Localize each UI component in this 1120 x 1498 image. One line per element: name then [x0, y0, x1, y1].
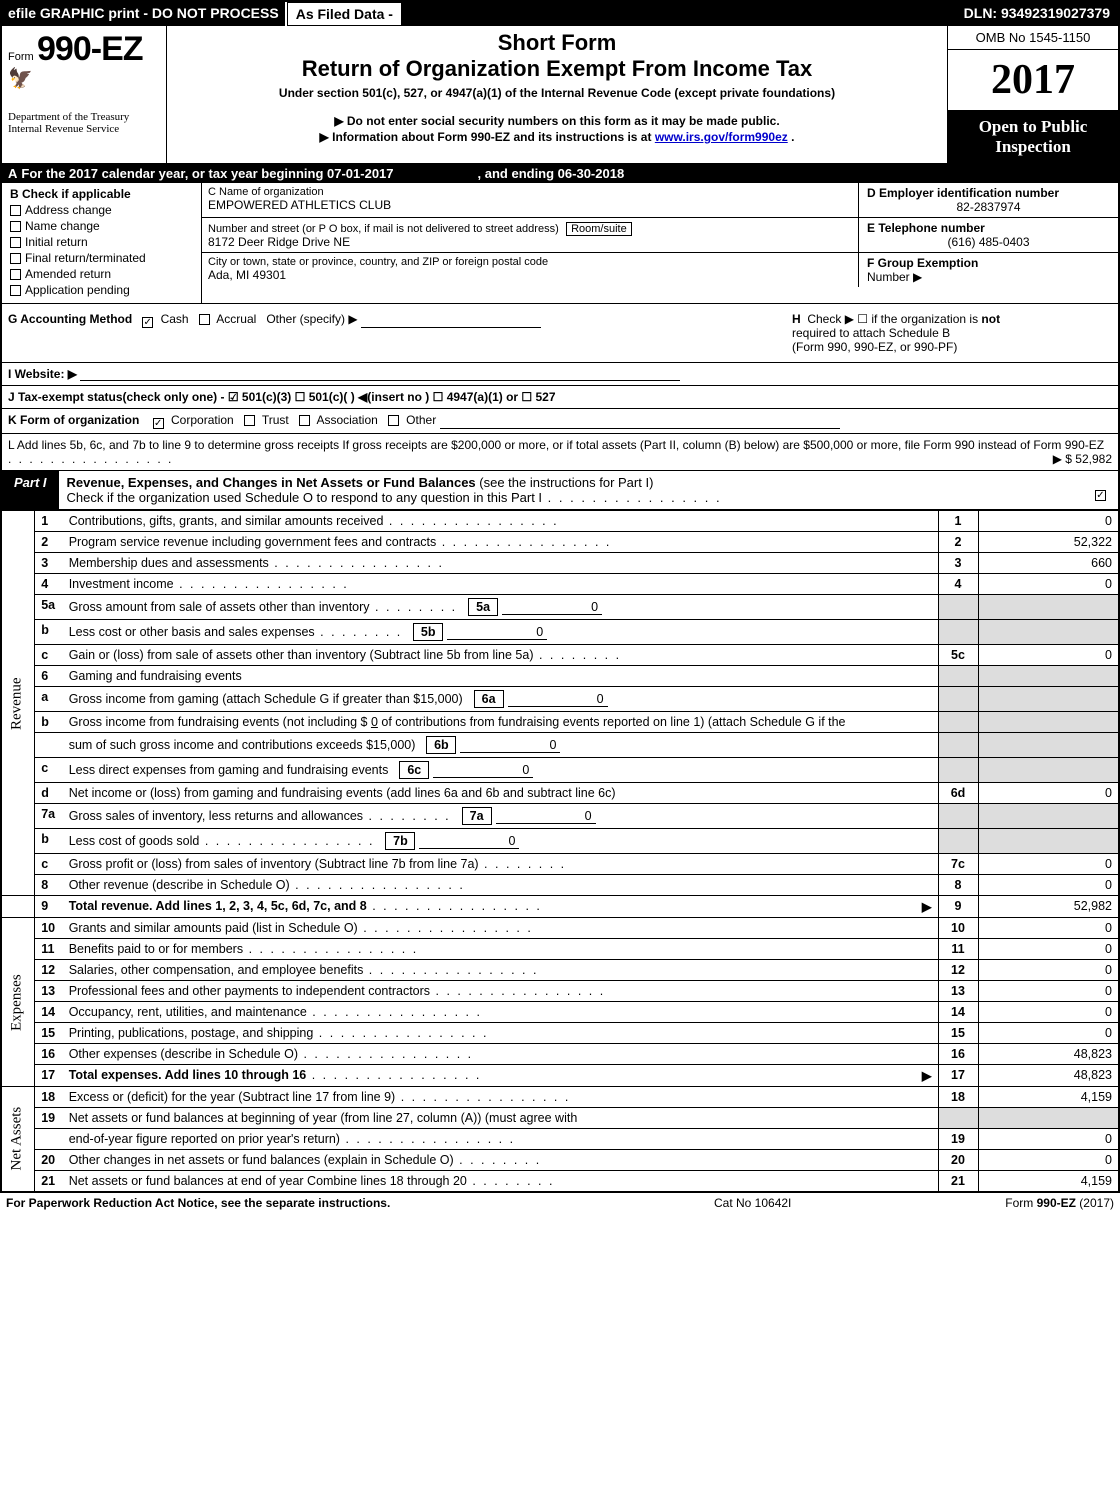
- section-i: I Website: ▶: [2, 363, 1118, 386]
- form-prefix: Form: [8, 51, 34, 63]
- irs-link[interactable]: www.irs.gov/form990ez: [655, 130, 788, 144]
- col-c: C Name of organization EMPOWERED ATHLETI…: [202, 183, 1118, 303]
- ein-cell: D Employer identification number 82-2837…: [859, 183, 1118, 217]
- chk-trust[interactable]: [244, 415, 255, 426]
- note-ssn: ▶ Do not enter social security numbers o…: [175, 114, 939, 128]
- org-name-cell: C Name of organization EMPOWERED ATHLETI…: [202, 183, 858, 217]
- form-header: Form 990-EZ 🦅 Department of the Treasury…: [2, 26, 1118, 164]
- header-left: Form 990-EZ 🦅 Department of the Treasury…: [2, 26, 167, 163]
- efile-label: efile GRAPHIC print - DO NOT PROCESS: [2, 2, 287, 26]
- chk-schedule-o[interactable]: ✓: [1095, 490, 1106, 501]
- chk-amended[interactable]: Amended return: [10, 267, 193, 281]
- dept-treasury: Department of the Treasury: [8, 111, 160, 123]
- part-i-title: Revenue, Expenses, and Changes in Net As…: [59, 471, 1118, 509]
- dln: DLN: 93492319027379: [956, 2, 1118, 26]
- chk-pending[interactable]: Application pending: [10, 283, 193, 297]
- chk-cash[interactable]: ✓: [142, 317, 153, 328]
- page-footer: For Paperwork Reduction Act Notice, see …: [0, 1193, 1120, 1213]
- as-filed-label: As Filed Data -: [287, 2, 402, 26]
- header-center: Short Form Return of Organization Exempt…: [167, 26, 948, 163]
- side-expenses: Expenses: [2, 918, 35, 1087]
- eagle-icon: 🦅: [8, 69, 160, 89]
- lines-table: Revenue 1 Contributions, gifts, grants, …: [2, 510, 1118, 1191]
- section-bc: B Check if applicable Address change Nam…: [2, 183, 1118, 304]
- form-number: 990-EZ: [37, 30, 143, 68]
- accounting-method: G Accounting Method ✓ Cash Accrual Other…: [8, 312, 752, 354]
- city-cell: City or town, state or province, country…: [202, 253, 858, 287]
- section-gh: G Accounting Method ✓ Cash Accrual Other…: [2, 304, 1118, 363]
- tel-cell: E Telephone number (616) 485-0403: [859, 218, 1118, 252]
- part-i-header: Part I Revenue, Expenses, and Changes in…: [2, 471, 1118, 510]
- chk-initial[interactable]: Initial return: [10, 235, 193, 249]
- street-cell: Number and street (or P O box, if mail i…: [202, 218, 858, 252]
- note-info: ▶ Information about Form 990-EZ and its …: [175, 130, 939, 144]
- chk-corp[interactable]: ✓: [153, 418, 164, 429]
- side-netassets: Net Assets: [2, 1087, 35, 1192]
- section-k: K Form of organization ✓ Corporation Tru…: [2, 409, 1118, 434]
- chk-other[interactable]: [388, 415, 399, 426]
- return-title: Return of Organization Exempt From Incom…: [175, 56, 939, 82]
- short-form-title: Short Form: [175, 30, 939, 56]
- group-exemption-cell: F Group Exemption Number ▶: [859, 253, 1118, 287]
- dept-irs: Internal Revenue Service: [8, 123, 160, 135]
- chk-assoc[interactable]: [299, 415, 310, 426]
- topbar: efile GRAPHIC print - DO NOT PROCESS As …: [2, 2, 1118, 26]
- row-a: A For the 2017 calendar year, or tax yea…: [2, 164, 1118, 183]
- header-right: OMB No 1545-1150 2017 Open to Public Ins…: [948, 26, 1118, 163]
- footer-right: Form 990-EZ (2017): [934, 1196, 1114, 1210]
- open-to-public: Open to Public Inspection: [948, 111, 1118, 163]
- form-990ez: efile GRAPHIC print - DO NOT PROCESS As …: [0, 0, 1120, 1193]
- omb-number: OMB No 1545-1150: [948, 26, 1118, 50]
- tax-year: 2017: [948, 50, 1118, 111]
- chk-accrual[interactable]: [199, 314, 210, 325]
- section-l: L Add lines 5b, 6c, and 7b to line 9 to …: [2, 434, 1118, 471]
- chk-address[interactable]: Address change: [10, 203, 193, 217]
- col-b-checks: B Check if applicable Address change Nam…: [2, 183, 202, 303]
- under-section: Under section 501(c), 527, or 4947(a)(1)…: [175, 86, 939, 100]
- footer-left: For Paperwork Reduction Act Notice, see …: [6, 1196, 714, 1210]
- h-block: H Check ▶ ☐ if the organization is not r…: [792, 312, 1112, 354]
- section-j: J Tax-exempt status(check only one) - ☑ …: [2, 386, 1118, 409]
- chk-name[interactable]: Name change: [10, 219, 193, 233]
- side-revenue: Revenue: [2, 511, 35, 896]
- part-i-badge: Part I: [2, 471, 59, 509]
- chk-final[interactable]: Final return/terminated: [10, 251, 193, 265]
- footer-mid: Cat No 10642I: [714, 1196, 934, 1210]
